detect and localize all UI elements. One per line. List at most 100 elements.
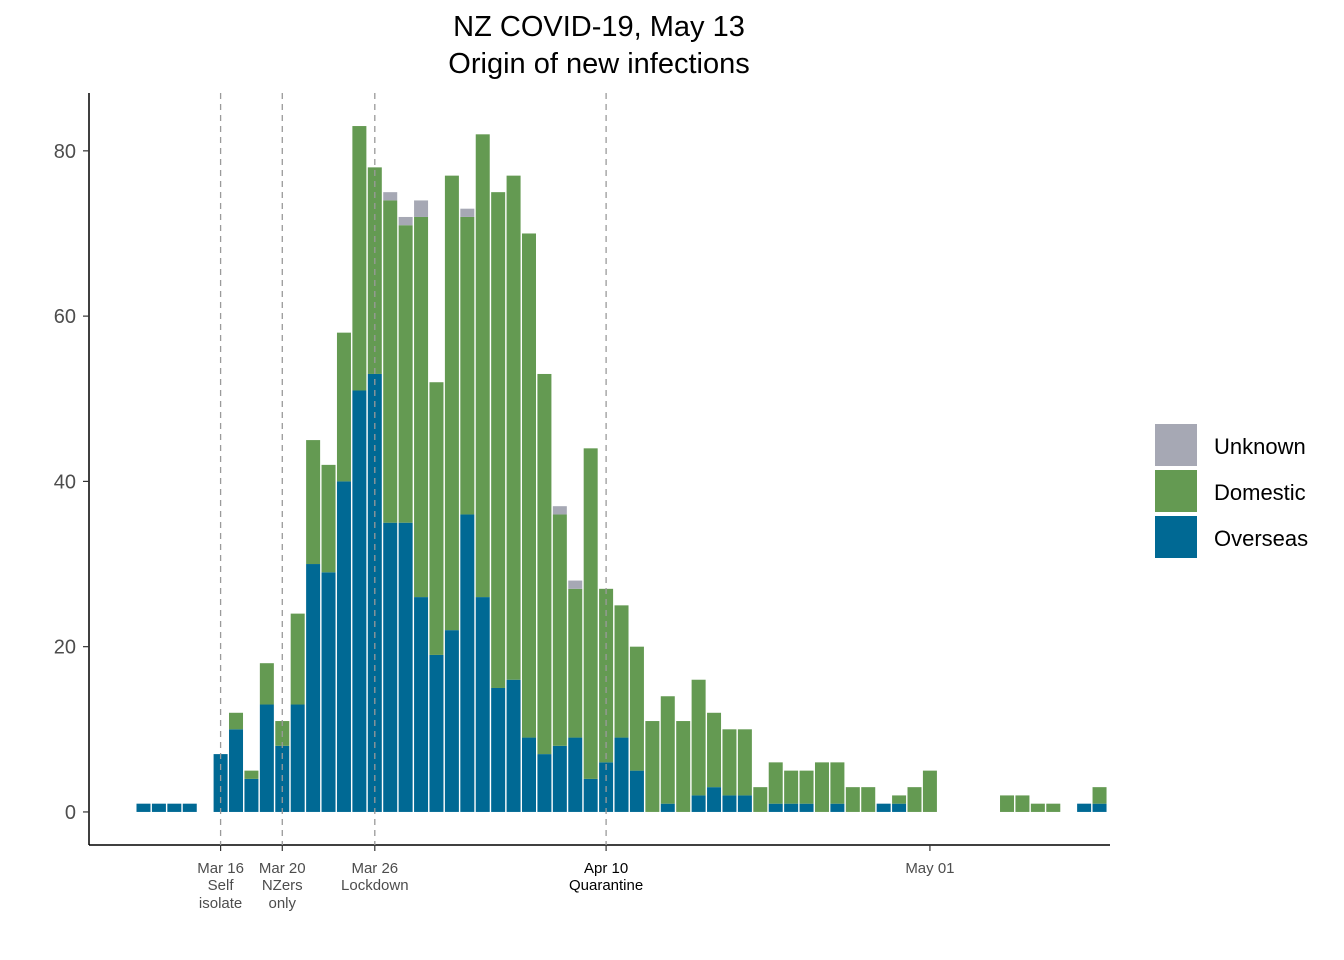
bar-overseas [260, 705, 274, 812]
bar-overseas [707, 787, 721, 812]
bar-overseas [584, 779, 598, 812]
bar-domestic [645, 721, 659, 812]
bar-domestic [815, 762, 829, 812]
event-annotation: NZers [262, 877, 303, 894]
bar-domestic [584, 448, 598, 779]
bar-overseas [537, 754, 551, 812]
bar-overseas [769, 804, 783, 812]
bar-overseas [722, 795, 736, 812]
y-tick-label: 20 [54, 637, 76, 659]
bar-domestic [337, 333, 351, 482]
event-annotation: Quarantine [569, 877, 643, 894]
bar-overseas [692, 795, 706, 812]
bar-domestic [507, 176, 521, 680]
y-tick-label: 0 [65, 802, 76, 824]
bar-domestic [414, 217, 428, 597]
x-tick-label: Mar 20 [259, 860, 306, 877]
y-tick-label: 80 [54, 141, 76, 163]
bar-overseas [877, 804, 891, 812]
bar-domestic [923, 771, 937, 812]
bar-overseas [460, 514, 474, 811]
legend-label-overseas: Overseas [1214, 526, 1308, 551]
bar-domestic [322, 465, 336, 572]
bar-overseas [167, 804, 181, 812]
bar-domestic [800, 771, 814, 804]
bar-domestic [568, 589, 582, 738]
bar-domestic [260, 663, 274, 704]
bar-domestic [722, 729, 736, 795]
bar-domestic [1000, 795, 1014, 812]
bar-unknown [568, 581, 582, 589]
bar-domestic [1046, 804, 1060, 812]
bar-domestic [429, 382, 443, 655]
bar-domestic [846, 787, 860, 812]
bar-domestic [383, 200, 397, 522]
bar-overseas [1077, 804, 1091, 812]
bar-domestic [908, 787, 922, 812]
bar-unknown [414, 200, 428, 217]
legend-label-unknown: Unknown [1214, 434, 1306, 459]
bar-overseas [322, 572, 336, 812]
bar-overseas [568, 738, 582, 812]
bar-overseas [491, 688, 505, 812]
bar-overseas [291, 705, 305, 812]
bar-overseas [553, 746, 567, 812]
bar-overseas [337, 481, 351, 812]
bar-domestic [661, 696, 675, 803]
bar-overseas [306, 564, 320, 812]
bar-unknown [399, 217, 413, 225]
chart-subtitle: Origin of new infections [448, 48, 749, 80]
y-tick-label: 40 [54, 471, 76, 493]
bar-domestic [537, 374, 551, 754]
bar-overseas [615, 738, 629, 812]
bar-domestic [892, 795, 906, 803]
bar-domestic [1093, 787, 1107, 804]
event-annotation: isolate [199, 895, 242, 912]
x-tick-label: Mar 26 [351, 860, 398, 877]
bar-overseas [507, 680, 521, 812]
y-tick-label: 60 [54, 306, 76, 328]
bar-domestic [784, 771, 798, 804]
bar-overseas [738, 795, 752, 812]
event-annotation: Self [208, 877, 235, 894]
bar-unknown [460, 209, 474, 217]
bar-overseas [800, 804, 814, 812]
bar-domestic [306, 440, 320, 564]
bar-domestic [460, 217, 474, 514]
bar-domestic [692, 680, 706, 796]
legend-key-unknown [1155, 424, 1197, 466]
legend-label-domestic: Domestic [1214, 480, 1306, 505]
event-annotation: only [269, 895, 297, 912]
legend: Unknown Domestic Overseas [1155, 424, 1308, 558]
bar-domestic [738, 729, 752, 795]
bar-overseas [352, 390, 366, 811]
bar-domestic [522, 233, 536, 737]
x-tick-label: Mar 16 [197, 860, 244, 877]
x-tick-label: Apr 10 [584, 860, 628, 877]
bar-overseas [414, 597, 428, 812]
bar-domestic [1015, 795, 1029, 812]
bar-domestic [553, 514, 567, 745]
event-annotation: Lockdown [341, 877, 409, 894]
bar-overseas [661, 804, 675, 812]
bar-domestic [291, 614, 305, 705]
legend-key-domestic [1155, 470, 1197, 512]
x-tick-label: May 01 [905, 860, 954, 877]
bar-domestic [769, 762, 783, 803]
bar-overseas [830, 804, 844, 812]
bar-domestic [352, 126, 366, 390]
chart-title: NZ COVID-19, May 13 [453, 11, 745, 43]
bar-domestic [445, 176, 459, 631]
bar-domestic [830, 762, 844, 803]
bar-domestic [244, 771, 258, 779]
bar-overseas [784, 804, 798, 812]
bar-domestic [676, 721, 690, 812]
chart-canvas: NZ COVID-19, May 13 Origin of new infect… [0, 0, 1344, 960]
bar-overseas [399, 523, 413, 812]
bar-overseas [445, 630, 459, 812]
bar-overseas [1093, 804, 1107, 812]
bar-overseas [383, 523, 397, 812]
bar-overseas [229, 729, 243, 812]
bar-domestic [1031, 804, 1045, 812]
